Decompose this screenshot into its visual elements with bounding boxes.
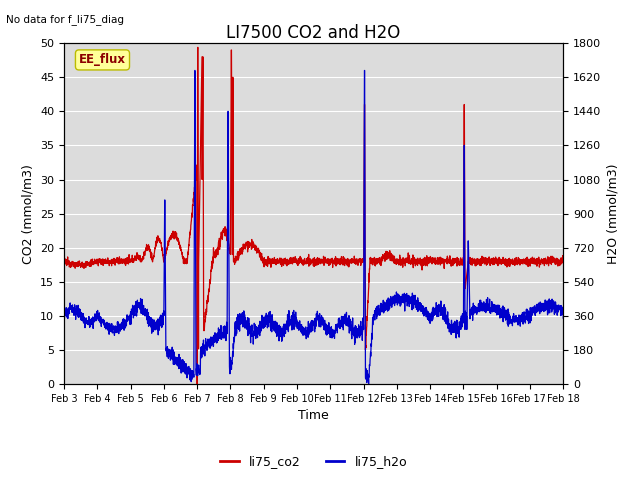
Text: EE_flux: EE_flux <box>79 53 126 66</box>
X-axis label: Time: Time <box>298 409 329 422</box>
Y-axis label: CO2 (mmol/m3): CO2 (mmol/m3) <box>22 164 35 264</box>
Y-axis label: H2O (mmol/m3): H2O (mmol/m3) <box>607 163 620 264</box>
Title: LI7500 CO2 and H2O: LI7500 CO2 and H2O <box>227 24 401 42</box>
Text: No data for f_li75_diag: No data for f_li75_diag <box>6 14 124 25</box>
Legend: li75_co2, li75_h2o: li75_co2, li75_h2o <box>215 450 412 473</box>
